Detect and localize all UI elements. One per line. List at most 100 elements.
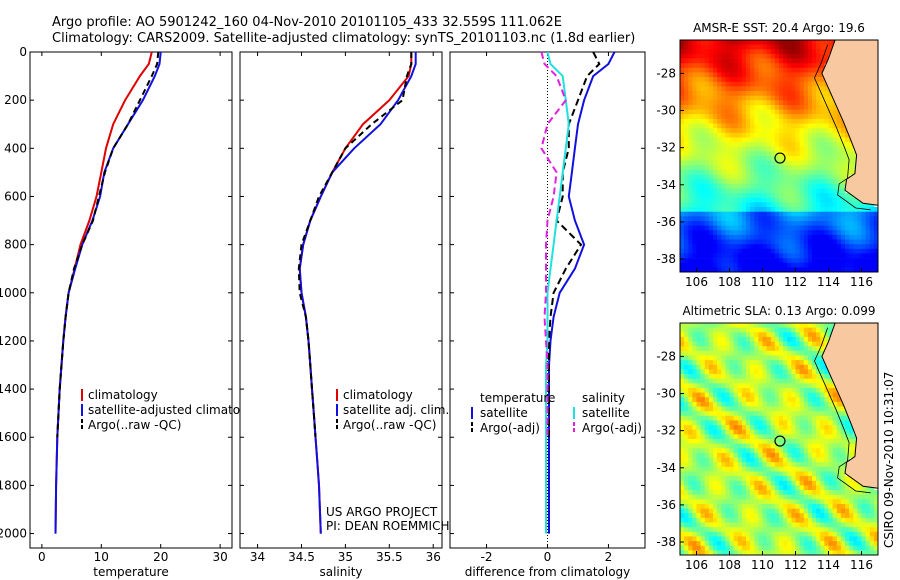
sst_map-cell (849, 216, 854, 222)
sst_map-cell (762, 81, 767, 87)
sst_map-cell (807, 165, 813, 171)
sst_map-cell (779, 169, 784, 175)
sla_map-cell (865, 494, 871, 500)
sst_map-cell (816, 188, 821, 194)
sla_map-cell (680, 480, 685, 486)
sla_map-cell (754, 420, 759, 426)
sst_map-cell (795, 146, 800, 152)
sst_map-cell (779, 53, 784, 59)
sst_map-cell (791, 132, 796, 138)
sla_map-cell (865, 504, 871, 509)
sla_map-cell (762, 462, 767, 468)
sst_map-cell (791, 95, 796, 101)
sla_map-cell (688, 462, 693, 468)
sst_map-cell (795, 137, 800, 143)
sla_map-cell (733, 369, 739, 375)
sst_map-cell (803, 188, 809, 194)
sst_map-cell (799, 146, 805, 152)
sla_map-cell (816, 392, 821, 398)
sst_map-cell (758, 225, 763, 231)
sla_map-cell (737, 364, 743, 370)
sla_map-cell (680, 508, 685, 514)
sla_map-cell (795, 490, 800, 495)
sst_map-cell (721, 53, 726, 59)
sst_map-cell (713, 137, 718, 143)
sla_map-cell (803, 355, 809, 361)
sst_map-cell (692, 72, 697, 78)
sla_map-cell (783, 476, 788, 482)
sla_map-cell (708, 420, 714, 426)
sst_map-cell (803, 193, 809, 199)
sst_map-cell (779, 67, 784, 73)
sst_map-cell (708, 114, 714, 120)
sla_map-cell (700, 406, 706, 412)
sla_map-cell (708, 332, 714, 338)
sst_map-cell (700, 207, 706, 212)
sla_map-cell (704, 327, 710, 333)
sla_map-cell (774, 527, 780, 533)
sla_map-cell (840, 541, 846, 547)
sst_map-cell (816, 91, 821, 96)
sla_map-cell (717, 550, 722, 556)
sst_map-cell (816, 253, 821, 259)
sst_map-cell (799, 262, 805, 268)
sla_map-cell (774, 457, 780, 463)
sst_map-cell (700, 40, 706, 45)
sla_map-cell (746, 323, 751, 328)
sla_map-cell (725, 443, 730, 449)
sla_map-cell (840, 480, 846, 486)
title-line-2: Climatology: CARS2009. Satellite-adjuste… (52, 31, 635, 46)
sst_map-xtick-label: 116 (850, 275, 873, 289)
sla_map-cell (791, 504, 796, 509)
sla_map-cell (869, 522, 875, 528)
sst_map-cell (787, 262, 792, 268)
sla_map-cell (758, 499, 763, 505)
sla_map-cell (684, 406, 689, 412)
sla_map-cell (774, 401, 780, 407)
sla_map-cell (750, 369, 755, 375)
sla_map-cell (849, 517, 854, 523)
sla_map-cell (774, 462, 780, 468)
sla_map-cell (688, 480, 693, 486)
sla_map-cell (696, 388, 701, 393)
sla_map-cell (770, 341, 776, 347)
sla_map-cell (861, 522, 866, 528)
sst_map-cell (783, 253, 788, 259)
sst_map-cell (779, 40, 784, 45)
sla_map-cell (696, 494, 701, 500)
sla_map-cell (779, 397, 784, 403)
sla_map-cell (684, 383, 689, 389)
sla_map-cell (779, 336, 784, 342)
sla_map-cell (688, 434, 693, 440)
sst_map-cell (737, 234, 743, 240)
sla_map-cell (857, 531, 862, 537)
sst_map-cell (721, 230, 726, 236)
sla_map-cell (725, 448, 730, 454)
sst_map-cell (824, 146, 829, 152)
sst_map-cell (737, 81, 743, 87)
sst_map-cell (824, 230, 829, 236)
sst_map-cell (853, 211, 858, 217)
sst_map-cell (708, 128, 714, 134)
sla_map-cell (791, 327, 796, 333)
sla_map-cell (812, 369, 817, 375)
sst_map-cell (750, 86, 755, 92)
sla_map-cell (766, 369, 772, 375)
sst_map-cell (684, 142, 689, 148)
sla_map-cell (688, 536, 693, 542)
sla_map-cell (725, 406, 730, 412)
sst_map-cell (696, 221, 701, 226)
sst_map-cell (836, 165, 842, 171)
sla_map-cell (725, 494, 730, 500)
sst_map-cell (733, 211, 739, 217)
sst_map-cell (803, 258, 809, 264)
sla_map-cell (729, 476, 734, 482)
sla_map-cell (779, 457, 784, 463)
sla_map-xtick-label: 110 (751, 558, 774, 572)
sst_map-cell (750, 174, 755, 180)
sst_map-cell (836, 128, 842, 134)
sla_map-cell (873, 536, 879, 542)
sst_map-cell (845, 160, 850, 166)
sla_map-cell (704, 490, 710, 495)
sst_map-cell (737, 95, 743, 101)
